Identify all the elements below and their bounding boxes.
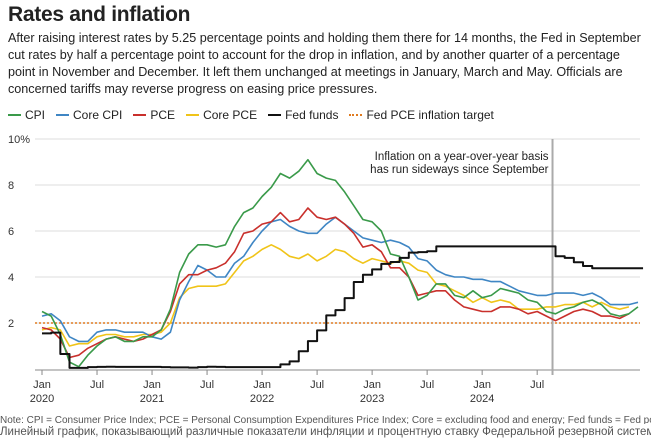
x-tick-label: Jan [253,379,271,391]
x-tick-year: 2020 [30,393,54,405]
legend-label: Fed funds [285,108,339,122]
legend-item: Fed PCE inflation target [349,108,494,122]
x-tick-label: Jul [200,379,214,391]
x-tick-label: Jul [420,379,434,391]
series-line-core-pce [41,244,630,347]
x-tick-label: Jan [363,379,381,391]
series-line-fed-funds [42,245,644,369]
legend-swatch [8,114,21,116]
x-tick-label: Jul [530,379,544,391]
x-tick-label: Jan [143,379,161,391]
series-line-pce [41,207,630,359]
legend-label: Core PCE [203,108,258,122]
legend-swatch [186,114,200,116]
legend-item: Core PCE [186,108,257,122]
x-tick-label: Jan [33,379,51,391]
legend: CPI Core CPI PCE Core PCE Fed funds Fed PCE i… [8,108,494,122]
x-tick-label: Jul [90,379,104,391]
legend-item: Fed funds [268,108,338,122]
legend-swatch [133,114,147,116]
legend-item: Core CPI [56,108,122,122]
legend-label: Fed PCE inflation target [366,108,494,122]
image-caption: Линейный график, показывающий различные … [0,426,651,438]
x-tick-label: Jul [310,379,324,391]
chart-subtitle: After raising interest rates by 5.25 per… [8,31,641,96]
x-tick-year: 2023 [360,393,384,405]
legend-label: PCE [150,108,176,122]
series-line-cpi [41,158,639,368]
legend-label: CPI [25,108,46,122]
y-tick-label: 8 [8,180,14,192]
annotation-text: Inflation on a year-over-year basis [375,151,549,163]
legend-item: CPI [8,108,45,122]
legend-swatch [268,114,282,116]
x-tick-year: 2024 [470,393,494,405]
x-tick-year: 2022 [250,393,274,405]
legend-label: Core CPI [73,108,123,122]
y-tick-label: 10% [8,134,30,146]
chart-note: Note: CPI = Consumer Price Index; PCE = … [0,415,651,424]
y-tick-label: 4 [8,272,14,284]
legend-swatch [56,114,70,116]
chart-title: Rates and inflation [8,3,191,26]
y-tick-label: 6 [8,226,14,238]
y-tick-label: 2 [8,318,14,330]
x-tick-year: 2021 [140,393,164,405]
legend-swatch [349,114,363,116]
x-tick-label: Jan [473,379,491,391]
annotation-text: has run sideways since September [370,164,549,176]
legend-item: PCE [133,108,175,122]
